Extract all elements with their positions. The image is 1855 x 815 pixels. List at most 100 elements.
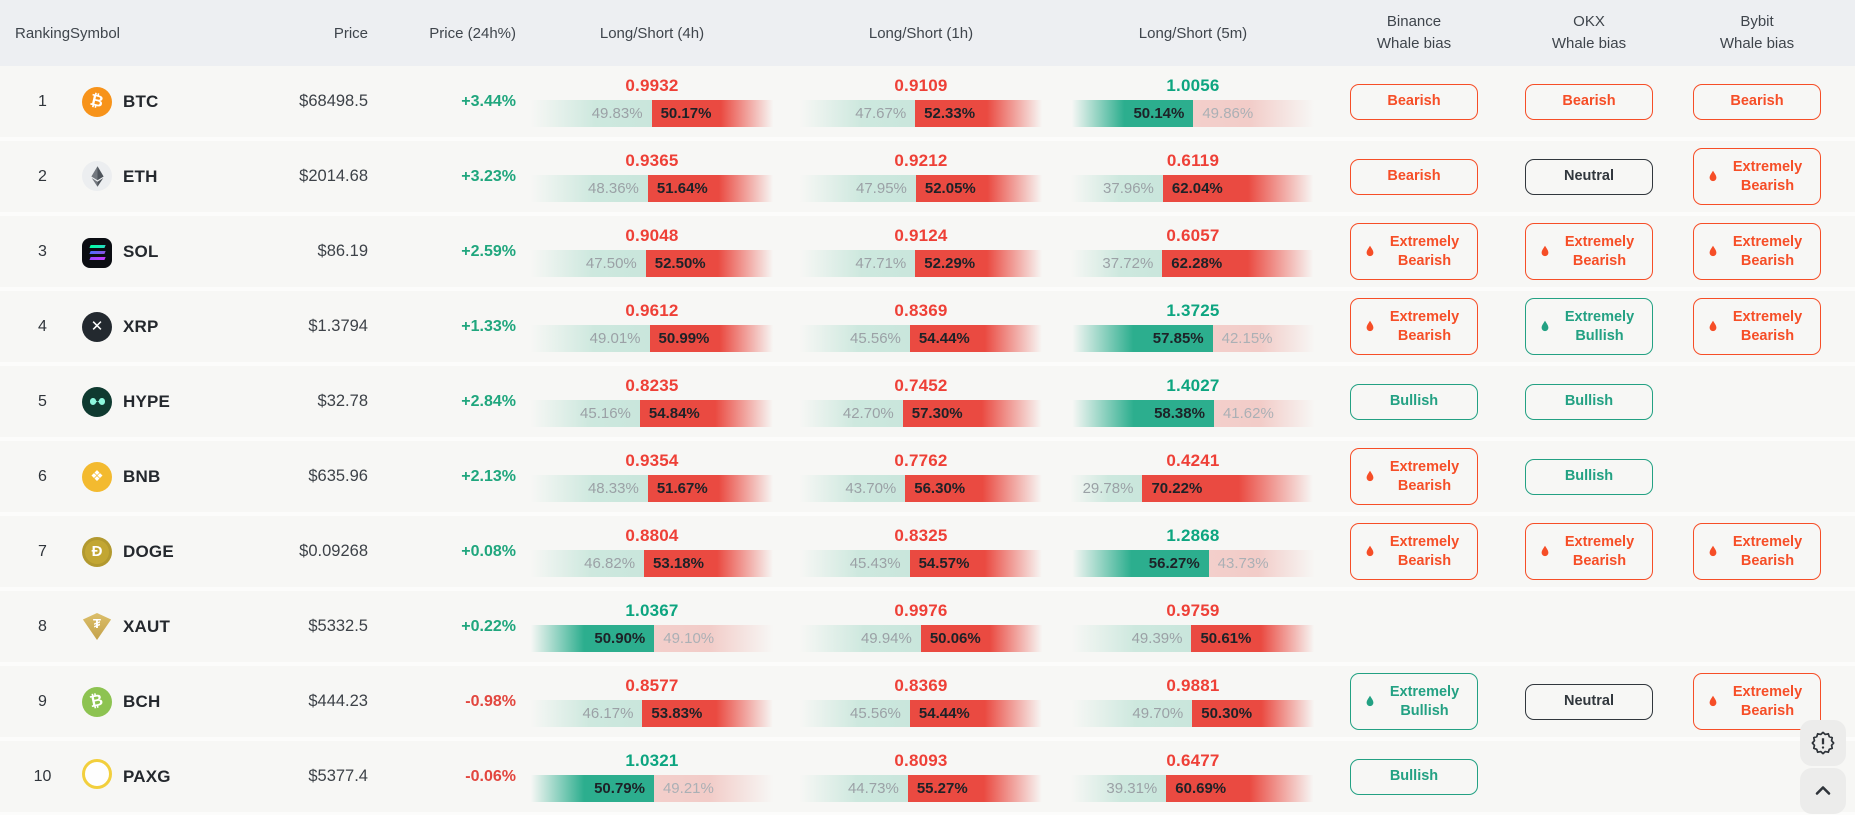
- long-percent-label: 46.82%: [584, 555, 636, 572]
- header-okx-line2: Whale bias: [1551, 35, 1627, 52]
- long-short-ratio-5m: 1.0056: [1166, 76, 1220, 95]
- table-header-row: Ranking Symbol Price Price (24h%) Long/S…: [0, 0, 1855, 66]
- whale-bias-label: Extremely Bearish: [1389, 534, 1460, 569]
- table-row[interactable]: 10 PAXG $5377.4 -0.06% 1.0321 50.79% 49.…: [0, 741, 1855, 815]
- coin-icon-slot: ₿: [82, 686, 112, 717]
- short-segment: 62.04%: [1162, 175, 1318, 202]
- short-segment: 52.29%: [915, 250, 1046, 277]
- symbol-label: BTC: [123, 91, 159, 111]
- whale-bias-label: Extremely Bearish: [1564, 534, 1635, 569]
- symbol-label: ETH: [123, 166, 158, 186]
- whale-bias-label: Bearish: [1562, 93, 1616, 110]
- price-change-value: +3.23%: [461, 167, 516, 185]
- long-short-bar-4h: 48.33% 51.67%: [527, 475, 777, 502]
- long-short-ratio-5m: 1.4027: [1166, 376, 1220, 395]
- whale-bias-label: Extremely Bearish: [1564, 234, 1635, 269]
- okx-whale-bias-cell: Neutral: [1525, 158, 1653, 195]
- long-percent-label: 49.70%: [1132, 705, 1184, 722]
- short-segment: 54.84%: [639, 400, 777, 427]
- table-row[interactable]: 7 Đ DOGE $0.09268 +0.08% 0.8804 46.82% 5…: [0, 516, 1855, 591]
- table-row[interactable]: 8 ₮ XAUT $5332.5 +0.22% 1.0367 50.90% 49…: [0, 591, 1855, 666]
- short-percent-label: 62.28%: [1171, 255, 1223, 272]
- flame-drop-icon: [1709, 245, 1716, 257]
- long-short-4h-cell: 0.8804 46.82% 53.18%: [527, 526, 777, 577]
- long-short-1h-cell: 0.8369 45.56% 54.44%: [796, 301, 1046, 352]
- long-percent-label: 37.72%: [1102, 255, 1154, 272]
- table-row[interactable]: 2 ETH $2014.68 +3.23% 0.9365 48.36% 51.6…: [0, 141, 1855, 216]
- ranking-value: 2: [38, 167, 47, 185]
- okx-whale-bias-pill: Extremely Bearish: [1525, 523, 1653, 580]
- short-percent-label: 50.99%: [658, 330, 710, 347]
- binance-whale-bias-cell: Extremely Bearish: [1350, 523, 1478, 580]
- long-short-4h-cell: 0.9365 48.36% 51.64%: [527, 151, 777, 202]
- whale-bias-label: Extremely Bearish: [1732, 534, 1803, 569]
- long-segment: 47.95%: [796, 175, 916, 202]
- long-percent-label: 29.78%: [1082, 480, 1134, 497]
- binance-whale-bias-pill: Bullish: [1350, 383, 1478, 420]
- table-row[interactable]: 6 ❖ BNB $635.96 +2.13% 0.9354 48.33% 51.…: [0, 441, 1855, 516]
- price-value: $444.23: [308, 692, 368, 710]
- bybit-whale-bias-pill: Bearish: [1693, 83, 1821, 120]
- alert-seal-icon: [1811, 731, 1835, 755]
- eth-coin-icon: [82, 161, 112, 192]
- table-row[interactable]: 4 ✕ XRP $1.3794 +1.33% 0.9612 49.01% 50.…: [0, 291, 1855, 366]
- whale-bias-label: Bullish: [1564, 468, 1614, 485]
- header-okx-whale-bias: OKX Whale bias: [1525, 11, 1653, 55]
- binance-whale-bias-pill: Extremely Bearish: [1350, 223, 1478, 280]
- table-row[interactable]: 1 ₿ BTC $68498.5 +3.44% 0.9932 49.83% 50…: [0, 66, 1855, 141]
- table-row[interactable]: 5 HYPE $32.78 +2.84% 0.8235 45.16% 54.84…: [0, 366, 1855, 441]
- long-short-ratio-4h: 1.0367: [625, 601, 679, 620]
- long-short-5m-cell: 0.6477 39.31% 60.69%: [1068, 751, 1318, 802]
- long-segment: 45.16%: [527, 400, 640, 427]
- short-segment: 42.15%: [1212, 325, 1318, 352]
- short-percent-label: 50.06%: [929, 630, 981, 647]
- long-short-ratio-1h: 0.9109: [894, 76, 948, 95]
- long-segment: 50.14%: [1068, 100, 1194, 127]
- long-short-4h-cell: 0.9612 49.01% 50.99%: [527, 301, 777, 352]
- coin-icon-slot: [82, 386, 112, 417]
- long-percent-label: 42.70%: [842, 405, 894, 422]
- short-percent-label: 50.61%: [1200, 630, 1252, 647]
- header-symbol: Symbol: [70, 24, 121, 42]
- ranking-value: 5: [38, 392, 47, 410]
- long-segment: 45.43%: [796, 550, 910, 577]
- long-short-ratio-4h: 0.9354: [625, 451, 679, 470]
- scroll-to-top-button[interactable]: [1800, 768, 1846, 814]
- long-percent-label: 49.83%: [591, 105, 643, 122]
- short-segment: 52.33%: [915, 100, 1046, 127]
- whale-bias-label: Bullish: [1389, 768, 1439, 785]
- okx-whale-bias-pill: Neutral: [1525, 158, 1653, 195]
- long-percent-label: 57.85%: [1152, 330, 1204, 347]
- table-row[interactable]: 9 ₿ BCH $444.23 -0.98% 0.8577 46.17% 53.…: [0, 666, 1855, 741]
- long-short-4h-cell: 1.0367 50.90% 49.10%: [527, 601, 777, 652]
- whale-bias-label: Extremely Bearish: [1389, 309, 1460, 344]
- whale-bias-label: Extremely Bearish: [1389, 459, 1460, 494]
- symbol-label: DOGE: [123, 541, 174, 561]
- short-percent-label: 50.17%: [660, 105, 712, 122]
- okx-whale-bias-pill: Neutral: [1525, 683, 1653, 720]
- long-percent-label: 45.43%: [849, 555, 901, 572]
- short-segment: 54.57%: [909, 550, 1046, 577]
- okx-whale-bias-cell: Bearish: [1525, 83, 1653, 120]
- header-binance-whale-bias: Binance Whale bias: [1350, 11, 1478, 55]
- price-value: $5332.5: [308, 617, 368, 635]
- okx-whale-bias-cell: Neutral: [1525, 683, 1653, 720]
- report-feedback-button[interactable]: [1800, 720, 1846, 766]
- short-segment: 41.62%: [1213, 400, 1318, 427]
- symbol-label: BNB: [123, 466, 161, 486]
- short-percent-label: 50.30%: [1201, 705, 1253, 722]
- coin-icon-slot: Đ: [82, 536, 112, 567]
- header-price-change: Price (24h%): [429, 24, 516, 42]
- binance-whale-bias-cell: Extremely Bearish: [1350, 298, 1478, 355]
- long-segment: 43.70%: [796, 475, 906, 502]
- symbol-cell: ₿ BTC: [70, 86, 230, 117]
- short-segment: 49.10%: [654, 625, 777, 652]
- long-segment: 50.90%: [527, 625, 655, 652]
- long-short-bar-5m: 49.70% 50.30%: [1068, 700, 1318, 727]
- long-percent-label: 49.01%: [589, 330, 641, 347]
- table-row[interactable]: 3 SOL $86.19 +2.59% 0.9048 47.50% 52.50%…: [0, 216, 1855, 291]
- long-percent-label: 37.96%: [1103, 180, 1154, 197]
- sol-coin-icon: [82, 237, 112, 268]
- short-percent-label: 55.27%: [916, 780, 968, 797]
- bybit-whale-bias-pill: Extremely Bearish: [1693, 223, 1821, 280]
